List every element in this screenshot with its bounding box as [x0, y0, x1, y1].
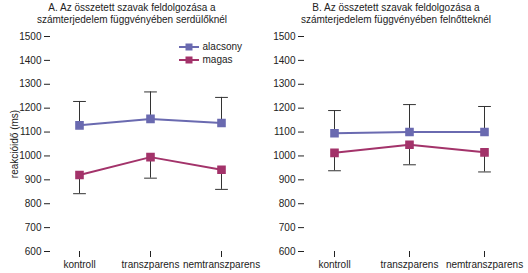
svg-text:1400: 1400	[19, 55, 42, 66]
svg-text:1500: 1500	[19, 31, 42, 42]
svg-text:1100: 1100	[20, 126, 42, 137]
svg-text:kontroll: kontroll	[318, 259, 350, 270]
svg-text:1200: 1200	[273, 102, 296, 113]
svg-text:900: 900	[25, 174, 42, 185]
svg-text:1500: 1500	[273, 31, 296, 42]
html-text:B. Az összetett szavak feldolg: B. Az összetett szavak feldolgozása a sz…	[300, 2, 492, 25]
svg-text:900: 900	[279, 174, 296, 185]
svg-text:nemtranszparens: nemtranszparens	[446, 259, 523, 270]
svg-text:reakcióidő (ms): reakcióidő (ms)	[9, 110, 20, 178]
svg-text:600: 600	[279, 246, 296, 257]
svg-text:transzparens: transzparens	[381, 259, 439, 270]
svg-text:1000: 1000	[273, 150, 296, 161]
svg-text:1400: 1400	[273, 55, 296, 66]
svg-text:700: 700	[25, 222, 42, 233]
svg-text:800: 800	[25, 198, 42, 209]
svg-text:nemtranszparens: nemtranszparens	[183, 259, 260, 270]
svg-text:600: 600	[25, 246, 42, 257]
svg-text:kontroll: kontroll	[63, 259, 95, 270]
svg-text:1000: 1000	[19, 150, 42, 161]
svg-text:700: 700	[279, 222, 296, 233]
svg-text:1100: 1100	[274, 126, 296, 137]
svg-text:1300: 1300	[19, 78, 42, 89]
svg-text:1300: 1300	[273, 78, 296, 89]
html-text:A. Az összetett szavak feldolg: A. Az összetett szavak feldolgozása a sz…	[36, 2, 228, 25]
svg-text:1200: 1200	[19, 102, 42, 113]
svg-text:800: 800	[279, 198, 296, 209]
html-text:alacsony: alacsony	[202, 41, 242, 52]
svg-text:transzparens: transzparens	[122, 259, 180, 270]
html-text:magas: magas	[202, 54, 233, 65]
